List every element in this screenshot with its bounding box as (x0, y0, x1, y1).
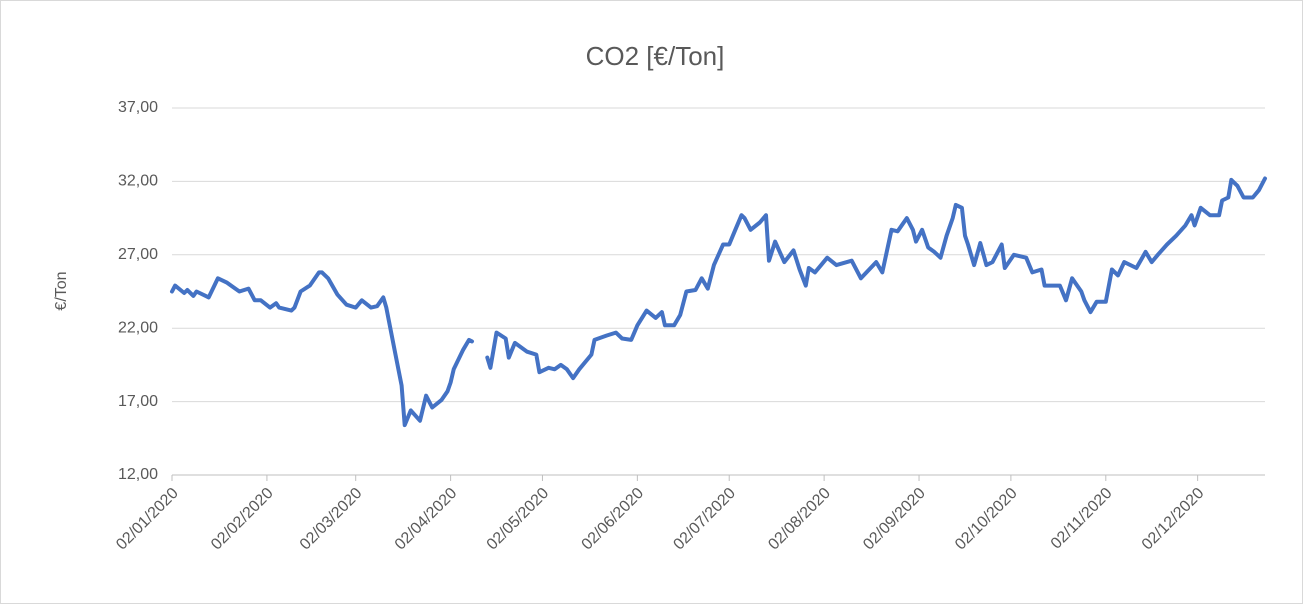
price-line (170, 176, 1267, 428)
y-tick-label: 32,00 (118, 173, 158, 190)
y-tick-label: 22,00 (118, 319, 158, 336)
y-axis-label: €/Ton (53, 271, 70, 310)
y-tick-label: 27,00 (118, 246, 158, 263)
y-tick-label: 12,00 (118, 466, 158, 483)
chart-title: CO2 [€/Ton] (586, 41, 725, 71)
y-tick-label: 17,00 (118, 393, 158, 410)
y-tick-label: 37,00 (118, 99, 158, 116)
